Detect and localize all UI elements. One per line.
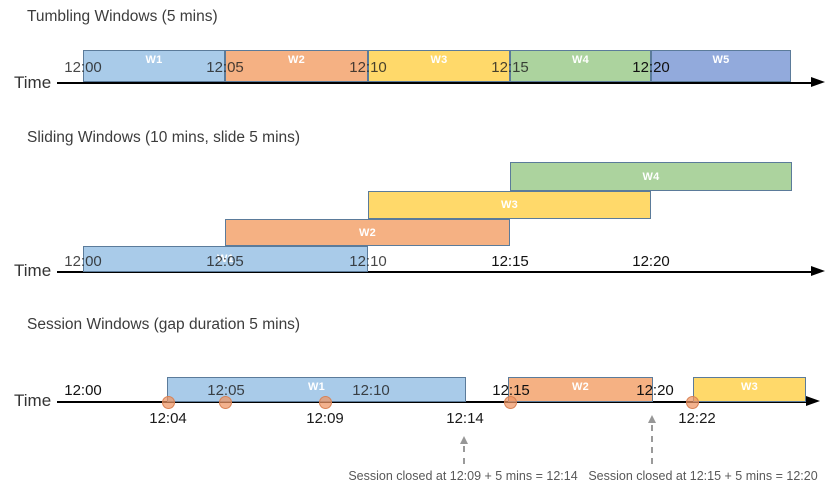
session-tick-1215: 12:15 bbox=[492, 382, 530, 399]
tumbling-window-w2: W2 bbox=[225, 50, 368, 82]
event-label-1214: 12:14 bbox=[446, 410, 484, 427]
tumbling-tick-1205: 12:05 bbox=[206, 59, 244, 76]
session-time-axis bbox=[57, 401, 807, 403]
sliding-window-w3: W3 bbox=[368, 191, 651, 219]
session-tick-1200: 12:00 bbox=[64, 382, 102, 399]
session-axis-arrowhead-icon bbox=[806, 396, 820, 406]
session-closed-arrow-1220 bbox=[647, 415, 657, 464]
tumbling-tick-1215: 12:15 bbox=[491, 59, 529, 76]
event-label-1209: 12:09 bbox=[306, 410, 344, 427]
tumbling-axis-arrowhead-icon bbox=[811, 77, 825, 87]
tumbling-section-title: Tumbling Windows (5 mins) bbox=[27, 8, 218, 25]
session-window-w1: W1 bbox=[167, 377, 466, 402]
sliding-window-w1: W1 bbox=[83, 246, 368, 272]
sliding-tick-1200: 12:00 bbox=[64, 253, 102, 270]
arrow-up-icon bbox=[648, 415, 656, 423]
sliding-axis-arrowhead-icon bbox=[811, 266, 825, 276]
sliding-time-axis-label: Time bbox=[14, 261, 52, 280]
event-dot-1204 bbox=[162, 396, 175, 409]
sliding-tick-1205: 12:05 bbox=[206, 253, 244, 270]
session-tick-1220: 12:20 bbox=[636, 382, 674, 399]
window-label: W4 bbox=[571, 54, 590, 66]
event-label-1204: 12:04 bbox=[149, 410, 187, 427]
session-window-w3: W3 bbox=[693, 377, 806, 402]
tumbling-window-w1: W1 bbox=[83, 50, 225, 82]
tumbling-window-w5: W5 bbox=[651, 50, 791, 82]
sliding-tick-1220: 12:20 bbox=[632, 253, 670, 270]
tumbling-window-w3: W3 bbox=[368, 50, 510, 82]
window-label: W3 bbox=[740, 381, 759, 393]
tumbling-time-axis bbox=[57, 82, 812, 84]
session-closed-annotation-1: Session closed at 12:09 + 5 mins = 12:14 bbox=[348, 469, 578, 483]
sliding-tick-1210: 12:10 bbox=[349, 253, 387, 270]
window-label: W1 bbox=[145, 54, 163, 66]
event-label-1222: 12:22 bbox=[678, 410, 716, 427]
sliding-tick-1215: 12:15 bbox=[491, 253, 529, 270]
session-time-axis-label: Time bbox=[14, 391, 52, 410]
window-label: W3 bbox=[500, 199, 519, 211]
window-label: W2 bbox=[287, 54, 306, 66]
sliding-window-w4: W4 bbox=[510, 162, 792, 191]
sliding-window-w2: W2 bbox=[225, 219, 510, 246]
tumbling-tick-1200: 12:00 bbox=[64, 59, 102, 76]
window-label: W2 bbox=[358, 226, 377, 239]
event-dot-1205 bbox=[219, 396, 232, 409]
event-dot-1222 bbox=[686, 396, 699, 409]
session-tick-1210: 12:10 bbox=[352, 382, 390, 399]
tumbling-window-w4: W4 bbox=[510, 50, 651, 82]
arrow-up-icon bbox=[460, 436, 468, 444]
event-dot-1215 bbox=[504, 396, 517, 409]
window-label: W1 bbox=[307, 381, 326, 393]
session-closed-arrow-1214 bbox=[459, 436, 469, 464]
window-label: W5 bbox=[712, 54, 730, 66]
sliding-section-title: Sliding Windows (10 mins, slide 5 mins) bbox=[27, 129, 301, 146]
tumbling-tick-1210: 12:10 bbox=[349, 59, 387, 76]
sliding-time-axis bbox=[57, 271, 812, 273]
tumbling-time-axis-label: Time bbox=[14, 73, 52, 92]
window-label: W4 bbox=[642, 170, 660, 183]
window-label: W3 bbox=[430, 54, 448, 66]
event-dot-1209 bbox=[319, 396, 332, 409]
session-window-w2: W2 bbox=[508, 377, 653, 402]
session-tick-1205: 12:05 bbox=[207, 382, 245, 399]
tumbling-tick-1220: 12:20 bbox=[632, 59, 670, 76]
session-section-title: Session Windows (gap duration 5 mins) bbox=[27, 316, 301, 333]
window-label: W2 bbox=[571, 381, 590, 393]
window-label: W1 bbox=[216, 253, 235, 265]
session-closed-annotation-2: Session closed at 12:15 + 5 mins = 12:20 bbox=[588, 469, 818, 483]
